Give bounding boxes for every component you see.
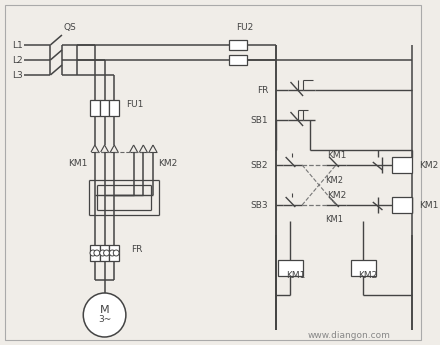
Text: M: M [100,305,110,315]
Text: SB2: SB2 [251,160,268,169]
Text: KM1: KM1 [419,200,439,209]
Bar [110,100,119,116]
Bar [392,197,411,213]
Circle shape [83,293,126,337]
Text: L3: L3 [12,70,23,79]
Text: FU2: FU2 [236,22,253,31]
Text: KM1: KM1 [327,150,347,159]
Bar [90,245,100,261]
Text: QS: QS [63,22,76,31]
Text: L2: L2 [12,56,23,65]
Text: FU1: FU1 [126,99,143,108]
Circle shape [94,250,100,256]
Bar [110,245,119,261]
Bar [278,260,303,276]
Circle shape [90,250,96,256]
Text: FR: FR [131,246,142,255]
Text: FR: FR [257,86,268,95]
Circle shape [100,250,106,256]
Circle shape [103,250,110,256]
Text: KM2: KM2 [158,158,177,168]
Bar [230,55,247,65]
Bar [351,260,376,276]
Bar [230,40,247,50]
Text: www.diangon.com: www.diangon.com [307,331,390,339]
Circle shape [110,250,115,256]
Text: SB3: SB3 [251,200,268,209]
Bar [392,157,411,173]
Bar [100,245,110,261]
Text: L1: L1 [12,40,23,49]
Text: KM1: KM1 [325,216,343,225]
Bar [100,100,110,116]
Text: KM2: KM2 [419,160,439,169]
Text: 3~: 3~ [98,315,111,325]
Text: KM2: KM2 [325,176,343,185]
Circle shape [113,250,119,256]
Text: SB1: SB1 [251,116,268,125]
Bar [90,100,100,116]
Text: KM2: KM2 [327,190,347,199]
Text: KM1: KM1 [286,270,305,279]
Text: KM2: KM2 [358,270,378,279]
Text: KM1: KM1 [68,158,87,168]
